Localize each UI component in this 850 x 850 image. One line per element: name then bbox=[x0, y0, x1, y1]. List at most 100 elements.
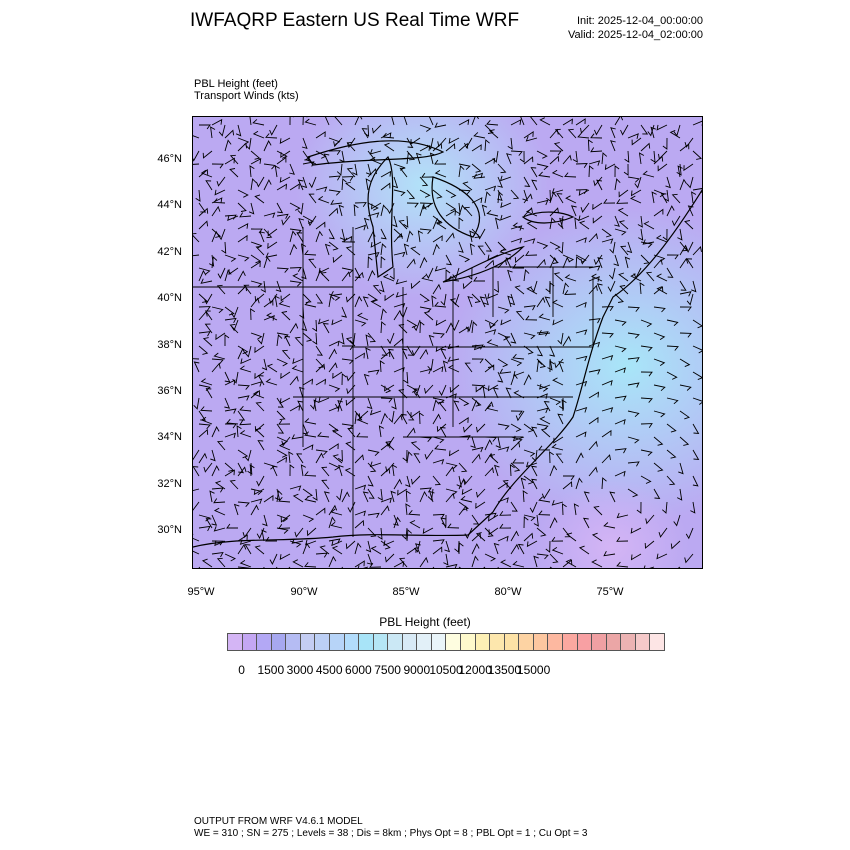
wind-barb bbox=[510, 373, 518, 386]
wind-barb bbox=[370, 241, 382, 248]
wind-barb bbox=[653, 306, 666, 313]
wind-barb bbox=[572, 150, 578, 163]
wind-barb bbox=[673, 514, 681, 527]
wind-barb bbox=[549, 217, 556, 230]
wind-barb bbox=[378, 425, 385, 438]
wind-barb bbox=[339, 228, 346, 241]
wind-barb bbox=[380, 505, 390, 516]
wind-barb bbox=[477, 245, 486, 256]
wind-barb bbox=[262, 514, 268, 527]
wind-barb bbox=[514, 285, 525, 295]
wind-barb bbox=[553, 436, 564, 444]
wind-barb bbox=[249, 165, 255, 178]
wind-barb bbox=[333, 137, 343, 148]
wind-barb bbox=[529, 501, 538, 514]
wind-barb bbox=[341, 491, 350, 503]
wind-barb bbox=[299, 386, 305, 399]
wind-barb bbox=[365, 178, 371, 191]
wind-barb bbox=[494, 217, 501, 230]
wind-barb bbox=[354, 454, 364, 464]
wind-barb bbox=[432, 243, 440, 256]
wind-barb bbox=[224, 379, 236, 386]
wind-barb bbox=[193, 533, 200, 542]
wind-barb bbox=[276, 423, 285, 434]
wind-barb bbox=[445, 488, 458, 496]
wind-barb bbox=[601, 228, 612, 238]
wind-barb bbox=[515, 310, 525, 321]
wind-barb bbox=[205, 388, 213, 399]
lat-label: 44°N bbox=[157, 199, 182, 211]
wind-barb bbox=[263, 494, 274, 503]
wind-barb bbox=[510, 543, 520, 555]
wind-barb bbox=[538, 445, 551, 451]
wind-barb bbox=[643, 221, 655, 230]
wind-barb bbox=[640, 124, 649, 135]
wind-barb bbox=[510, 441, 521, 451]
wind-barb bbox=[328, 295, 335, 308]
wind-barb bbox=[346, 167, 356, 178]
wind-barb bbox=[198, 423, 211, 430]
wind-barb bbox=[325, 117, 330, 126]
wind-barb bbox=[328, 443, 339, 451]
wind-barb bbox=[614, 178, 621, 191]
wind-barb bbox=[215, 332, 226, 341]
wind-barb bbox=[403, 243, 410, 256]
wind-barb bbox=[434, 265, 447, 272]
wind-barb bbox=[356, 416, 369, 425]
wind-barb bbox=[398, 389, 408, 399]
wind-barb bbox=[432, 546, 443, 555]
wind-barb bbox=[291, 538, 304, 544]
valid-time: Valid: 2025-12-04_02:00:00 bbox=[568, 29, 703, 41]
wind-barb bbox=[211, 163, 224, 169]
wind-barb bbox=[609, 241, 616, 254]
wind-barb bbox=[380, 384, 392, 394]
wind-barb bbox=[536, 423, 549, 430]
wind-barb bbox=[239, 560, 252, 568]
wind-barb bbox=[237, 202, 247, 212]
wind-barb bbox=[666, 449, 677, 459]
wind-barb bbox=[239, 539, 252, 545]
wind-barb bbox=[651, 191, 657, 204]
wind-barb bbox=[411, 475, 421, 485]
wind-barb bbox=[237, 395, 250, 401]
wind-barb bbox=[523, 176, 531, 188]
wind-barb bbox=[380, 351, 391, 360]
wind-barb bbox=[380, 497, 392, 504]
wind-barb bbox=[656, 124, 668, 131]
wind-barb bbox=[260, 280, 266, 293]
wind-barb bbox=[432, 539, 445, 545]
lon-label: 90°W bbox=[290, 586, 318, 598]
wind-barb bbox=[406, 546, 417, 555]
wind-barb bbox=[276, 334, 283, 347]
wind-barb bbox=[624, 150, 630, 163]
wind-barb bbox=[639, 282, 645, 295]
wind-barb bbox=[379, 280, 385, 293]
wind-barb bbox=[304, 418, 317, 425]
wind-barb bbox=[484, 527, 494, 537]
wind-barb bbox=[403, 215, 409, 228]
wind-barb bbox=[557, 413, 564, 425]
colorbar-swatch bbox=[533, 634, 549, 650]
wind-barb bbox=[489, 319, 499, 329]
wind-barb bbox=[419, 144, 431, 152]
colorbar-swatch bbox=[402, 634, 418, 650]
wind-barb bbox=[536, 358, 546, 368]
wind-barb bbox=[679, 410, 690, 420]
wind-barb bbox=[456, 475, 462, 488]
wind-barb bbox=[341, 267, 354, 274]
wind-barb bbox=[536, 360, 543, 373]
wind-barb bbox=[237, 501, 250, 507]
wind-barb bbox=[236, 425, 242, 438]
wind-barb bbox=[564, 274, 577, 282]
wind-barb bbox=[305, 539, 317, 546]
wind-barb bbox=[356, 432, 369, 438]
wind-barb bbox=[691, 191, 697, 204]
wind-barb bbox=[551, 443, 564, 451]
wind-barb bbox=[519, 150, 525, 163]
wind-barb bbox=[523, 475, 534, 485]
wind-barb bbox=[530, 167, 538, 178]
wind-barb bbox=[497, 535, 509, 542]
wind-barb bbox=[250, 308, 256, 321]
wind-barb bbox=[512, 263, 525, 269]
wind-barb bbox=[666, 267, 674, 278]
